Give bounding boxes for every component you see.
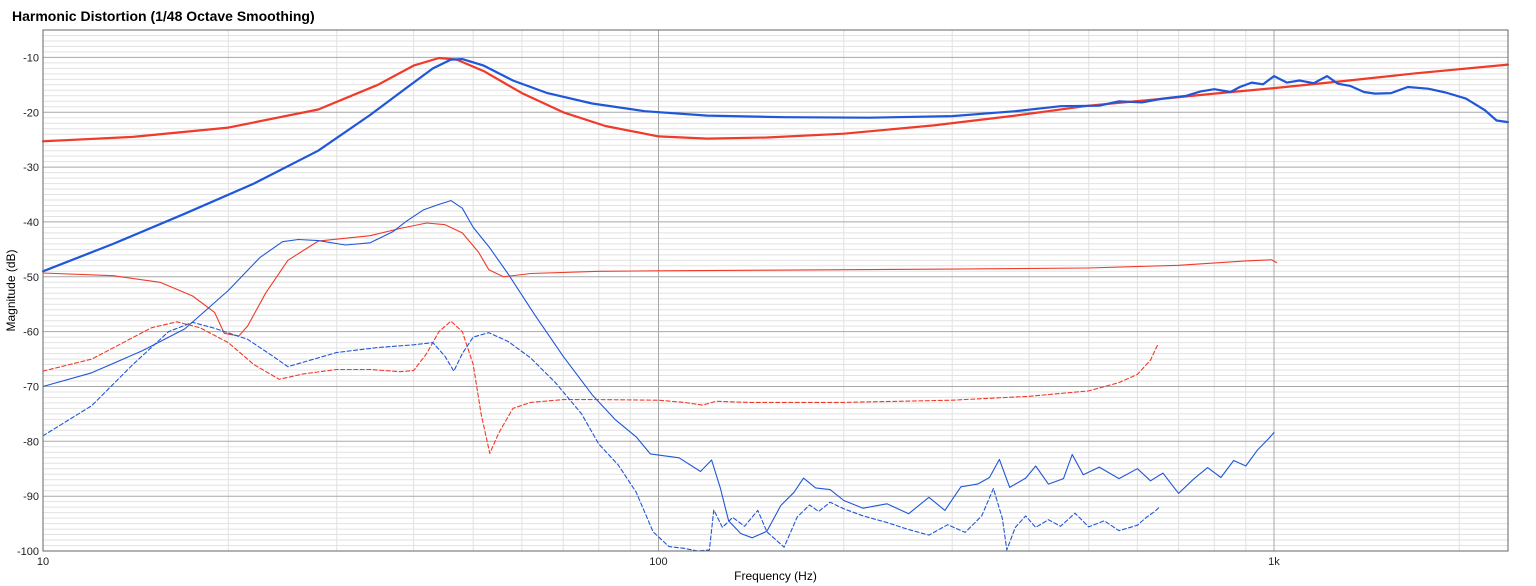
x-tick-label: 10 [37,556,49,568]
x-axis-label: Frequency (Hz) [734,569,817,583]
y-tick-label: -50 [23,272,39,284]
y-tick-label: -100 [17,546,39,558]
y-tick-label: -10 [23,52,39,64]
y-tick-label: -70 [23,381,39,393]
series-line-red-solid-thick [41,56,1510,143]
chart-title: Harmonic Distortion (1/48 Octave Smoothi… [12,8,315,24]
series-line-blue-solid-thin [42,200,1275,539]
minor-gridlines [43,29,1508,551]
plot-frame [42,29,1509,552]
y-tick-label: -90 [23,491,39,503]
y-tick-label: -20 [23,107,39,119]
series-line-blue-dashed-thin [42,321,1160,552]
series-line-red-dashed-thin [42,320,1160,454]
y-tick-label: -60 [23,327,39,339]
y-tick-label: -30 [23,162,39,174]
series-line-blue-solid-thick [41,58,1510,273]
y-tick-label: -40 [23,217,39,229]
y-axis-label: Magnitude (dB) [4,249,18,331]
major-gridlines [42,30,1508,552]
series-layer [41,56,1510,552]
x-tick-label: 1k [1268,556,1280,568]
y-tick-label: -80 [23,436,39,448]
x-tick-label: 100 [649,556,667,568]
series-line-red-solid-thin [42,222,1278,337]
